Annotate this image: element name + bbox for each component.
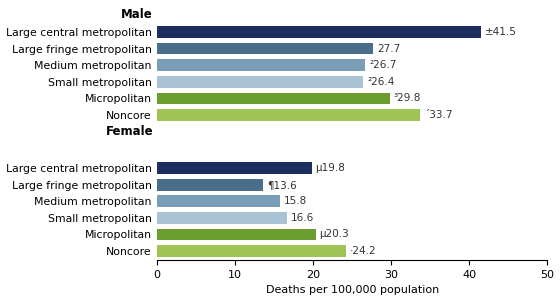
- Bar: [157, 229, 315, 240]
- Text: ´33.7: ´33.7: [424, 110, 452, 120]
- Text: ²26.7: ²26.7: [370, 60, 397, 70]
- Text: ²26.4: ²26.4: [367, 77, 394, 87]
- Bar: [157, 109, 420, 121]
- Text: 15.8: 15.8: [284, 196, 307, 206]
- Bar: [157, 43, 374, 54]
- Text: Female: Female: [105, 125, 153, 138]
- Text: ·24.2: ·24.2: [350, 246, 376, 256]
- Text: ¶13.6: ¶13.6: [267, 180, 297, 190]
- Text: ³29.8: ³29.8: [394, 93, 421, 104]
- Bar: [157, 212, 287, 224]
- Bar: [157, 179, 263, 191]
- Bar: [157, 245, 346, 257]
- Bar: [157, 76, 363, 88]
- Bar: [157, 93, 390, 104]
- Text: µ19.8: µ19.8: [315, 163, 346, 173]
- Bar: [157, 26, 481, 38]
- Text: 27.7: 27.7: [377, 44, 400, 54]
- Bar: [157, 195, 281, 207]
- Bar: [157, 60, 366, 71]
- Text: 16.6: 16.6: [291, 213, 314, 223]
- Text: ±41.5: ±41.5: [485, 27, 517, 37]
- Text: Male: Male: [122, 8, 153, 21]
- X-axis label: Deaths per 100,000 population: Deaths per 100,000 population: [265, 285, 439, 296]
- Text: µ20.3: µ20.3: [319, 229, 349, 240]
- Bar: [157, 162, 311, 174]
